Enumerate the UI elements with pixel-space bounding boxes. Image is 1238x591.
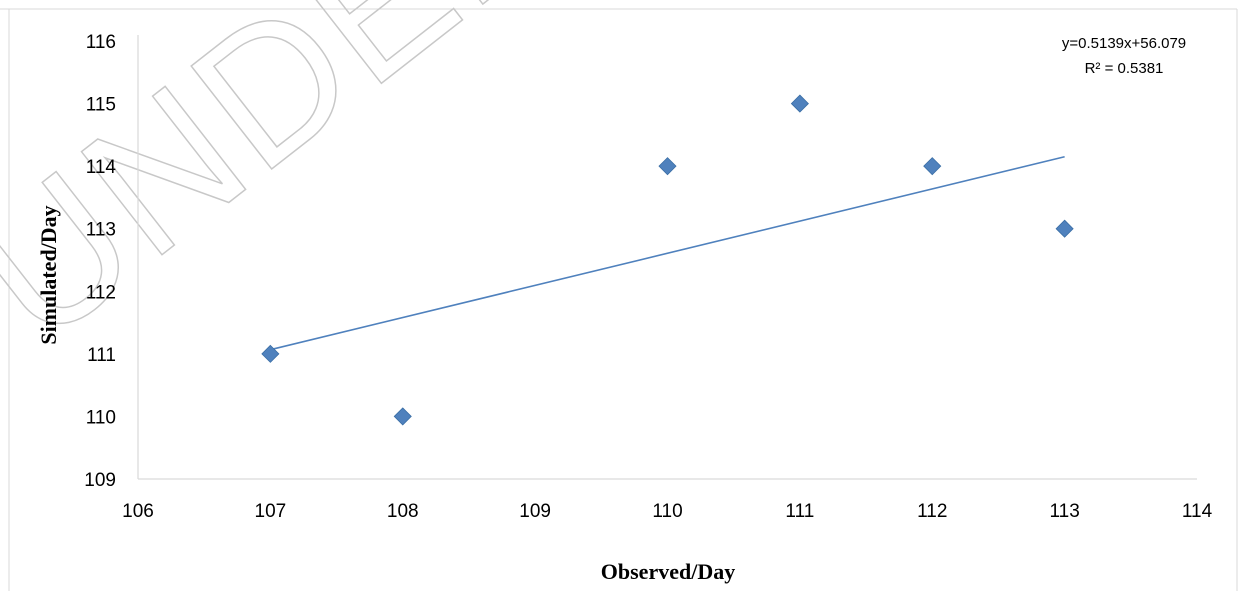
x-tick-label: 112 [917,501,947,522]
trendline-equation: y=0.5139x+56.079 [1062,35,1186,52]
r-squared-label: R² = 0.5381 [1085,60,1164,77]
data-point [261,344,280,363]
y-tick-label: 113 [86,220,116,241]
y-tick-label: 111 [87,345,116,366]
y-tick-label: 110 [86,407,116,428]
data-point [658,157,677,176]
x-tick-label: 113 [1049,501,1079,522]
y-tick-label: 112 [86,282,116,303]
x-tick-label: 108 [387,501,419,522]
data-point [923,157,942,176]
y-tick-label: 116 [86,32,116,53]
x-tick-labels: 106 107 108 109 110 111 112 113 114 [122,501,1212,522]
data-point [1055,219,1074,238]
y-axis-title: Simulated/Day [36,205,61,344]
trendline [270,155,1065,351]
chart-frame [0,8,1238,591]
watermark: UNDER PEER REVIEW [0,0,1238,383]
x-tick-label: 106 [122,501,154,522]
data-point [790,94,809,113]
data-point [393,407,412,426]
x-tick-label: 111 [785,501,814,522]
y-tick-labels: 109 110 111 112 113 114 115 116 [84,32,116,491]
data-points [261,94,1074,426]
watermark-text: UNDER PEER REVIEW [0,0,1238,383]
y-tick-label: 114 [86,157,117,178]
x-axis-title: Observed/Day [601,559,735,584]
axes [137,35,1197,480]
y-tick-label: 109 [84,470,116,491]
x-tick-label: 107 [255,501,287,522]
x-tick-label: 109 [519,501,551,522]
y-tick-label: 115 [86,95,116,116]
x-tick-label: 110 [652,501,682,522]
x-tick-label: 114 [1182,501,1213,522]
